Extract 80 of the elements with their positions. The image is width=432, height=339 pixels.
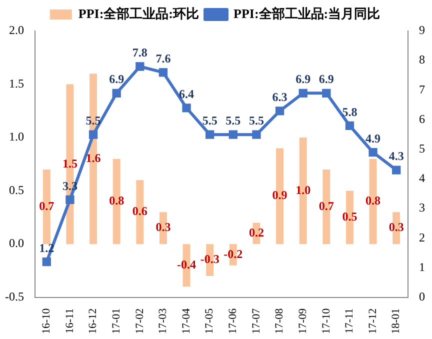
data-label: 4.9 <box>366 131 381 146</box>
point <box>322 88 331 98</box>
legend-label: PPI:全部工业品:环比 <box>78 6 200 21</box>
data-label: 0.9 <box>272 188 288 202</box>
y-tick-label: 0.0 <box>8 236 24 250</box>
point <box>252 130 261 139</box>
data-label: -0.2 <box>224 246 243 261</box>
data-label: 0.7 <box>39 198 54 213</box>
x-tick-label: 17-06 <box>227 308 240 334</box>
data-label: 1.6 <box>86 150 101 165</box>
x-tick-label: 17-04 <box>180 308 192 334</box>
x-tick-label: 17-10 <box>320 308 332 334</box>
data-label: 0.2 <box>248 226 264 240</box>
data-label: 0.3 <box>388 220 404 234</box>
data-label: 7.8 <box>132 46 148 60</box>
point <box>66 195 74 204</box>
point <box>298 88 308 98</box>
data-label: -0.4 <box>177 257 196 272</box>
x-tick-label: 17-11 <box>344 308 356 334</box>
x-tick-label: 17-07 <box>250 308 262 334</box>
y2-tick-label: 0 <box>419 289 425 304</box>
data-label: 0.7 <box>318 198 334 213</box>
point <box>88 130 98 139</box>
point <box>392 166 401 174</box>
y-tick-label: -0.5 <box>4 289 24 304</box>
x-tick-label: 17-08 <box>274 308 286 334</box>
point <box>112 88 121 98</box>
x-tick-label: 17-09 <box>296 308 309 334</box>
data-label: 6.9 <box>318 72 334 86</box>
data-label: 0.3 <box>156 220 171 234</box>
x-tick-label: 17-03 <box>157 308 170 334</box>
point <box>136 62 144 71</box>
y2-tick-label: 2 <box>419 230 425 244</box>
y2-tick-label: 1 <box>419 260 425 274</box>
x-tick-label: 17-02 <box>134 308 146 334</box>
data-label: 5.5 <box>202 114 218 128</box>
x-tick-label: 16-12 <box>87 308 100 334</box>
x-tick-label: 17-01 <box>110 308 122 334</box>
data-label: 6.4 <box>179 87 194 102</box>
y2-tick-label: 3 <box>419 200 425 215</box>
y-tick-label: 1.0 <box>8 130 24 144</box>
point <box>345 121 354 130</box>
data-label: 0.8 <box>109 194 124 208</box>
y-tick-label: 2.0 <box>8 23 24 38</box>
data-label: -0.3 <box>200 252 220 266</box>
x-tick-label: 18-01 <box>390 308 402 334</box>
data-label: 6.9 <box>109 72 124 86</box>
data-label: 6.3 <box>272 90 288 104</box>
y-tick-label: 0.5 <box>8 182 24 197</box>
legend-label: PPI:全部工业品:当月同比 <box>234 6 380 21</box>
data-label: 6.9 <box>296 72 311 86</box>
point <box>228 130 238 139</box>
y2-tick-label: 5 <box>419 142 425 156</box>
y2-tick-label: 9 <box>419 23 425 38</box>
data-label: 0.6 <box>132 204 148 218</box>
data-label: 4.3 <box>388 149 404 164</box>
x-tick-label: 17-05 <box>204 308 216 334</box>
y2-tick-label: 7 <box>419 82 425 96</box>
data-label: 5.5 <box>226 114 241 128</box>
data-label: 0.8 <box>366 194 381 208</box>
point <box>182 104 191 112</box>
data-label: 0.5 <box>342 210 358 224</box>
point <box>206 130 214 139</box>
y2-tick-label: 8 <box>419 52 425 67</box>
y-tick-label: 1.5 <box>8 76 24 90</box>
point <box>42 257 51 266</box>
data-label: 5.8 <box>342 104 358 119</box>
point <box>275 106 284 116</box>
data-label: 5.5 <box>86 114 101 128</box>
data-label: 7.6 <box>156 52 171 66</box>
point <box>158 68 168 77</box>
y2-tick-label: 6 <box>419 112 425 126</box>
data-label: 1.5 <box>62 156 78 170</box>
point <box>368 148 378 157</box>
x-tick-label: 16-10 <box>40 308 53 334</box>
y2-tick-label: 4 <box>419 171 425 186</box>
x-tick-label: 17-12 <box>366 308 379 334</box>
x-tick-label: 16-11 <box>64 308 76 334</box>
data-label: 1.0 <box>296 182 311 197</box>
data-label: 5.5 <box>248 114 264 128</box>
